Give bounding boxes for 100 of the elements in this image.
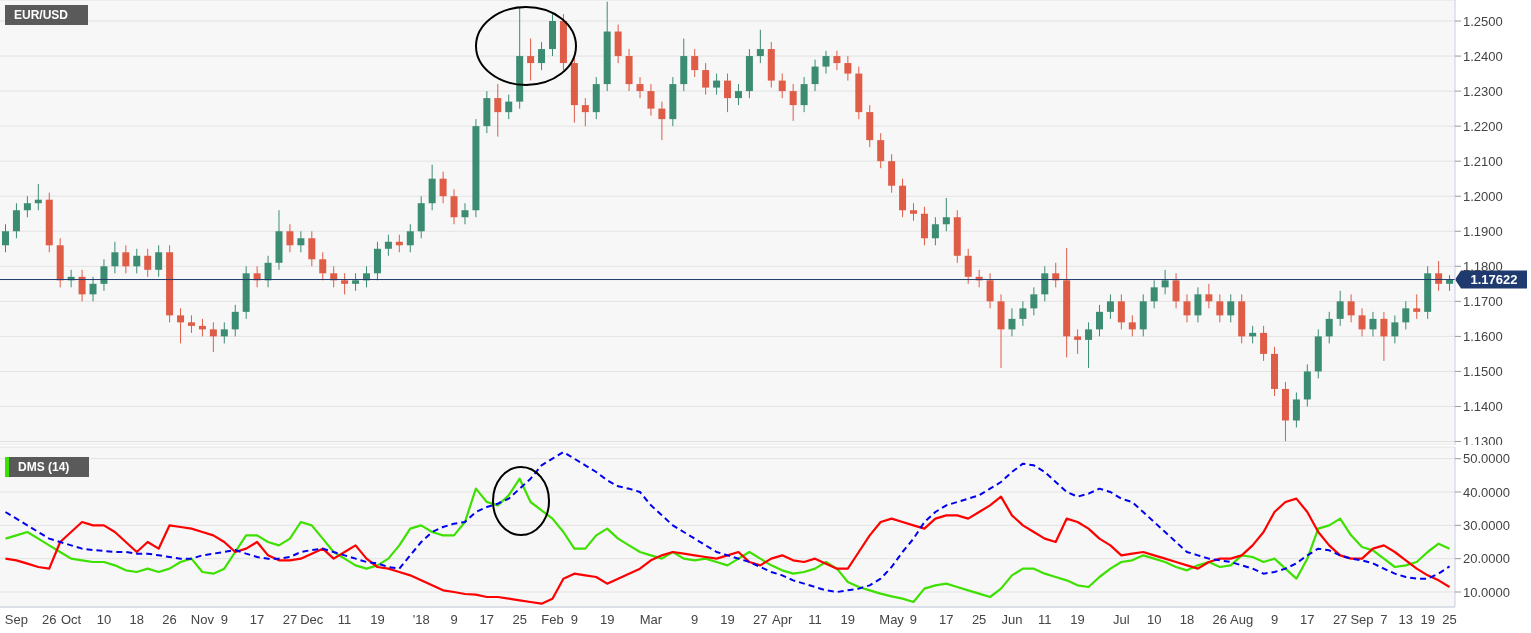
candlestick	[1194, 286, 1202, 323]
candlestick	[1030, 286, 1038, 316]
x-tick-label: 19	[1070, 612, 1085, 628]
y-tick-label: 1.2000	[1463, 188, 1503, 204]
candlestick	[1128, 314, 1136, 337]
x-tick-label: 11	[1038, 612, 1052, 628]
candlestick	[461, 202, 469, 225]
x-tick-label: 13	[1398, 612, 1414, 628]
candlestick	[1391, 314, 1399, 344]
candlestick	[78, 269, 86, 302]
y-tick-label: 30.0000	[1463, 517, 1510, 533]
x-tick-label: 17	[479, 612, 495, 628]
candlestick	[1358, 307, 1366, 337]
x-tick-label: Nov	[190, 612, 215, 628]
candlestick	[1008, 307, 1016, 337]
candlestick	[1325, 311, 1333, 344]
candlestick	[734, 83, 742, 106]
candlestick	[1117, 293, 1125, 330]
candlestick	[1260, 325, 1268, 362]
candlestick	[724, 73, 732, 113]
candlestick	[494, 83, 502, 138]
x-tick-label: 19	[840, 612, 856, 628]
candlestick	[264, 255, 272, 288]
candlestick	[341, 272, 349, 295]
candlestick	[450, 188, 458, 225]
x-tick-label: 19	[1420, 612, 1435, 628]
candlestick	[155, 244, 163, 278]
candlestick	[1019, 300, 1027, 327]
x-tick-label: 9	[570, 612, 578, 628]
candlestick	[1216, 293, 1224, 323]
x-tick-label: 25	[512, 612, 527, 628]
ref-line-label: 1.17622	[1470, 272, 1518, 288]
candlestick	[231, 304, 239, 337]
x-tick-label: Apr	[772, 612, 793, 628]
candlestick	[713, 73, 721, 96]
x-tick-label: Aug	[1230, 612, 1254, 628]
x-tick-label: 11	[337, 612, 352, 628]
y-tick-label: 1.1900	[1463, 223, 1503, 239]
candlestick	[1336, 290, 1344, 327]
candlestick	[527, 38, 535, 82]
candlestick	[1227, 293, 1235, 323]
x-tick-label: 27	[753, 612, 768, 628]
x-tick-label: 9	[220, 612, 228, 628]
candlestick	[581, 97, 589, 127]
candlestick	[964, 248, 972, 285]
candlestick	[811, 59, 819, 92]
candlestick	[1413, 293, 1421, 320]
y-tick-label: 50.0000	[1463, 451, 1510, 467]
candlestick	[942, 197, 950, 232]
x-tick-label: 17	[939, 612, 954, 628]
y-tick-label: 1.2400	[1463, 48, 1503, 64]
candlestick	[1085, 321, 1093, 369]
candlestick	[1161, 269, 1169, 295]
x-tick-label: 26	[162, 612, 177, 628]
candlestick	[1041, 265, 1049, 302]
candlestick	[1074, 328, 1082, 355]
candlestick	[89, 276, 97, 302]
x-tick-label: 10	[1146, 612, 1162, 628]
x-tick-label: Oct	[60, 612, 82, 628]
x-tick-label: 17	[1300, 612, 1315, 628]
candlestick	[319, 251, 327, 281]
candlestick	[1106, 293, 1114, 320]
candlestick	[209, 321, 217, 353]
candlestick	[1402, 300, 1410, 330]
y-tick-label: 1.1800	[1463, 258, 1503, 274]
candlestick	[439, 171, 447, 204]
candlestick	[384, 234, 392, 257]
x-tick-label: 26	[1212, 612, 1228, 628]
candlestick	[1435, 260, 1443, 292]
candlestick	[1347, 293, 1355, 323]
candlestick	[1380, 311, 1388, 362]
candlestick	[1205, 283, 1213, 309]
x-tick-label: 9	[1270, 612, 1279, 628]
candlestick	[297, 230, 305, 253]
y-tick-label: 1.2300	[1463, 83, 1503, 99]
candlestick	[406, 223, 414, 253]
x-tick-label: 9	[909, 612, 918, 628]
x-tick-label: 19	[370, 612, 385, 628]
candlestick	[100, 258, 108, 292]
candlestick	[647, 83, 655, 117]
x-tick-label: 25	[971, 612, 987, 628]
x-tick-label: 26	[41, 612, 57, 628]
x-tick-label: Jun	[1001, 612, 1023, 628]
candlestick	[1183, 293, 1191, 323]
x-tick-label: 17	[249, 612, 265, 628]
y-tick-label: 1.2100	[1463, 153, 1503, 169]
x-tick-label: 11	[808, 612, 822, 628]
y-tick-label: 1.1400	[1463, 399, 1503, 415]
candlestick	[822, 50, 830, 75]
candlestick	[23, 195, 31, 218]
candlestick	[1172, 272, 1180, 309]
candlestick	[702, 62, 710, 96]
x-tick-label: Jul	[1113, 612, 1130, 628]
x-tick-label: Dec	[300, 612, 324, 628]
candlestick	[756, 29, 764, 64]
candlestick	[1150, 279, 1158, 309]
y-tick-label: 1.1600	[1463, 328, 1503, 344]
candlestick	[111, 241, 119, 274]
y-tick-label: 1.2500	[1463, 13, 1503, 29]
y-tick-label: 40.0000	[1463, 484, 1510, 500]
